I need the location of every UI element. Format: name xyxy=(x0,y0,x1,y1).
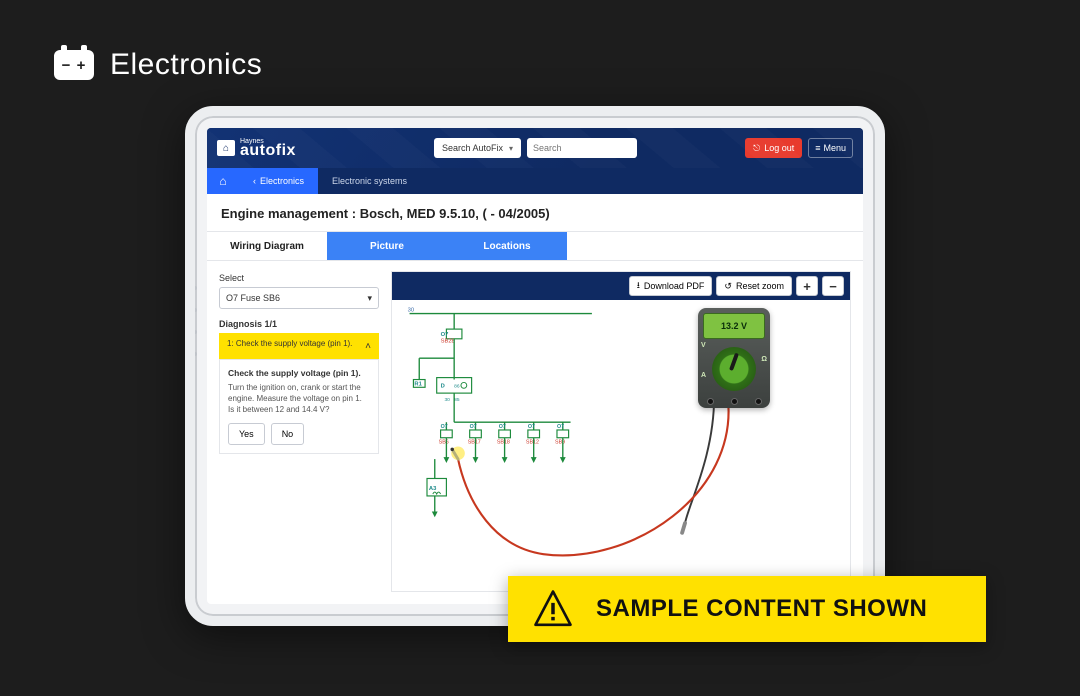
svg-text:O7: O7 xyxy=(499,424,506,430)
chevron-down-icon: ▾ xyxy=(367,293,372,304)
svg-text:SB18: SB18 xyxy=(497,440,510,446)
multimeter-reading: 13.2 V xyxy=(703,313,765,339)
menu-button[interactable]: ≡ Menu xyxy=(808,138,853,158)
banner-text: SAMPLE CONTENT SHOWN xyxy=(596,595,927,623)
select-label: Select xyxy=(219,273,379,283)
svg-text:30: 30 xyxy=(408,308,414,314)
page-title: Electronics xyxy=(110,48,262,82)
logout-button[interactable]: ⎋ Log out xyxy=(745,138,802,158)
chevron-up-icon: ˄ xyxy=(365,340,371,353)
component-select[interactable]: O7 Fuse SB6 ▾ xyxy=(219,287,379,309)
multimeter: 13.2 V V A Ω xyxy=(698,308,770,408)
svg-text:O7: O7 xyxy=(470,424,477,430)
zoom-in-button[interactable]: + xyxy=(796,276,818,296)
panel-body: Turn the ignition on, crank or start the… xyxy=(228,383,370,415)
svg-text:R1: R1 xyxy=(414,381,422,387)
svg-text:A3: A3 xyxy=(429,486,437,492)
sample-content-banner: SAMPLE CONTENT SHOWN xyxy=(508,576,986,642)
crumb-electronics[interactable]: ‹ Electronics xyxy=(239,168,318,194)
step-label: 1: Check the supply voltage (pin 1). xyxy=(227,339,352,349)
battery-icon: − + xyxy=(54,50,94,80)
breadcrumb: ⌂ ‹ Electronics Electronic systems xyxy=(207,168,863,194)
content-body: Select O7 Fuse SB6 ▾ Diagnosis 1/1 1: Ch… xyxy=(207,261,863,604)
tab-wiring-diagram[interactable]: Wiring Diagram xyxy=(207,232,327,260)
tab-picture[interactable]: Picture xyxy=(327,232,447,260)
brand[interactable]: ⌂ Haynes autofix xyxy=(217,138,296,159)
chevron-left-icon: ‹ xyxy=(253,176,256,186)
zoom-out-button[interactable]: − xyxy=(822,276,844,296)
logout-icon: ⎋ xyxy=(753,143,760,154)
crumb-electronic-systems[interactable]: Electronic systems xyxy=(318,168,421,194)
app-screen: ⌂ Haynes autofix Search AutoFix ▾ ⎋ Log … xyxy=(207,128,863,604)
svg-text:30: 30 xyxy=(444,397,450,403)
diagram-toolbar: ⭳ Download PDF ↺ Reset zoom + − xyxy=(392,272,850,300)
svg-text:86: 86 xyxy=(454,383,460,389)
search-input[interactable] xyxy=(527,138,637,158)
download-pdf-button[interactable]: ⭳ Download PDF xyxy=(629,276,713,296)
home-icon[interactable]: ⌂ xyxy=(207,168,239,194)
top-nav: ⌂ Haynes autofix Search AutoFix ▾ ⎋ Log … xyxy=(207,128,863,168)
tablet-side-dots xyxy=(193,286,197,356)
content-title: Engine management : Bosch, MED 9.5.10, (… xyxy=(207,194,863,231)
svg-text:SB28: SB28 xyxy=(441,339,455,345)
svg-text:O7: O7 xyxy=(441,332,449,338)
svg-text:85: 85 xyxy=(454,397,460,403)
svg-text:D: D xyxy=(441,383,445,389)
page-header: − + Electronics xyxy=(54,48,262,82)
svg-text:O7: O7 xyxy=(528,424,535,430)
logout-label: Log out xyxy=(764,143,794,153)
reset-icon: ↺ xyxy=(724,281,732,292)
diagnosis-step[interactable]: 1: Check the supply voltage (pin 1). ˄ xyxy=(219,333,379,359)
tab-locations[interactable]: Locations xyxy=(447,232,567,260)
diagram-canvas[interactable]: 30O7SB28R1D863085O7SB6O7SB17O7SB18O7SB12… xyxy=(392,300,850,591)
chevron-down-icon: ▾ xyxy=(509,144,513,153)
warning-icon xyxy=(532,588,574,630)
svg-text:SB12: SB12 xyxy=(526,440,539,446)
diagnosis-heading: Diagnosis 1/1 xyxy=(219,319,379,329)
yes-button[interactable]: Yes xyxy=(228,423,265,445)
diagram-pane: ⭳ Download PDF ↺ Reset zoom + − 30O7SB28… xyxy=(391,271,851,592)
wiring-diagram: 30O7SB28R1D863085O7SB6O7SB17O7SB18O7SB12… xyxy=(392,300,850,591)
multimeter-dial xyxy=(712,347,756,391)
panel-title: Check the supply voltage (pin 1). xyxy=(228,368,370,379)
no-button[interactable]: No xyxy=(271,423,305,445)
tablet-frame: ⌂ Haynes autofix Search AutoFix ▾ ⎋ Log … xyxy=(185,106,885,626)
svg-text:O7: O7 xyxy=(557,424,564,430)
tab-bar: Wiring Diagram Picture Locations xyxy=(207,231,863,261)
menu-label: Menu xyxy=(823,143,846,153)
reset-zoom-button[interactable]: ↺ Reset zoom xyxy=(716,276,792,296)
svg-text:SB17: SB17 xyxy=(468,440,481,446)
brand-icon: ⌂ xyxy=(217,140,235,156)
svg-text:SB9: SB9 xyxy=(555,440,565,446)
search-scope-select[interactable]: Search AutoFix ▾ xyxy=(434,138,521,158)
diagnosis-panel: Check the supply voltage (pin 1). Turn t… xyxy=(219,359,379,454)
select-value: O7 Fuse SB6 xyxy=(226,293,280,303)
brand-text: Haynes autofix xyxy=(240,138,296,159)
diagnosis-sidebar: Select O7 Fuse SB6 ▾ Diagnosis 1/1 1: Ch… xyxy=(219,271,379,592)
hamburger-icon: ≡ xyxy=(815,143,820,153)
svg-text:SB6: SB6 xyxy=(439,440,449,446)
svg-text:O7: O7 xyxy=(441,424,448,430)
search-scope-label: Search AutoFix xyxy=(442,143,503,153)
download-icon: ⭳ xyxy=(637,278,640,294)
